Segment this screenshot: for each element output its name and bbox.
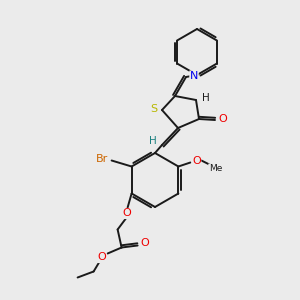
Text: O: O: [140, 238, 149, 248]
Text: O: O: [219, 114, 227, 124]
Text: H: H: [202, 93, 210, 103]
Text: Me: Me: [209, 164, 222, 173]
Text: S: S: [150, 104, 158, 114]
Text: O: O: [97, 253, 106, 262]
Text: O: O: [122, 208, 131, 218]
Text: O: O: [192, 155, 201, 166]
Text: H: H: [149, 136, 157, 146]
Text: Br: Br: [95, 154, 108, 164]
Text: N: N: [190, 71, 198, 81]
